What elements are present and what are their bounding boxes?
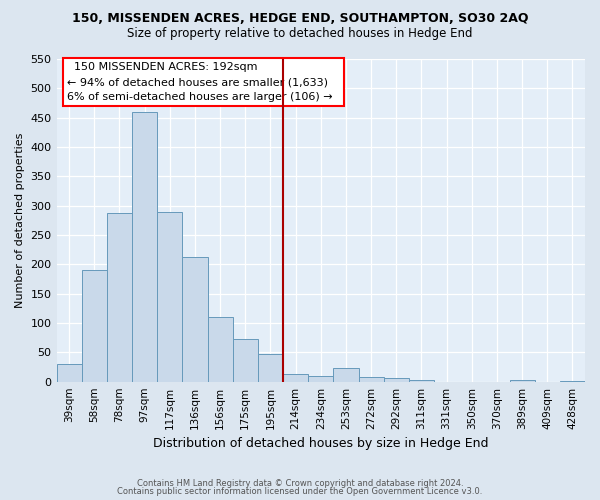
Text: Contains HM Land Registry data © Crown copyright and database right 2024.: Contains HM Land Registry data © Crown c…	[137, 478, 463, 488]
Text: 150, MISSENDEN ACRES, HEDGE END, SOUTHAMPTON, SO30 2AQ: 150, MISSENDEN ACRES, HEDGE END, SOUTHAM…	[72, 12, 528, 26]
Text: Contains public sector information licensed under the Open Government Licence v3: Contains public sector information licen…	[118, 487, 482, 496]
Bar	[409, 380, 434, 382]
Bar	[107, 214, 132, 382]
Bar	[308, 376, 334, 382]
Bar	[157, 212, 182, 382]
Bar	[82, 270, 107, 382]
Bar	[132, 112, 157, 382]
Bar	[283, 374, 308, 382]
Bar	[233, 339, 258, 382]
Bar	[359, 377, 383, 382]
X-axis label: Distribution of detached houses by size in Hedge End: Distribution of detached houses by size …	[153, 437, 488, 450]
Bar	[560, 380, 585, 382]
Bar	[509, 380, 535, 382]
Bar	[258, 354, 283, 382]
Bar	[383, 378, 409, 382]
Text: 150 MISSENDEN ACRES: 192sqm  
← 94% of detached houses are smaller (1,633)
6% of: 150 MISSENDEN ACRES: 192sqm ← 94% of det…	[67, 62, 340, 102]
Bar	[56, 364, 82, 382]
Text: Size of property relative to detached houses in Hedge End: Size of property relative to detached ho…	[127, 28, 473, 40]
Y-axis label: Number of detached properties: Number of detached properties	[15, 132, 25, 308]
Bar	[182, 256, 208, 382]
Bar	[208, 317, 233, 382]
Bar	[334, 368, 359, 382]
